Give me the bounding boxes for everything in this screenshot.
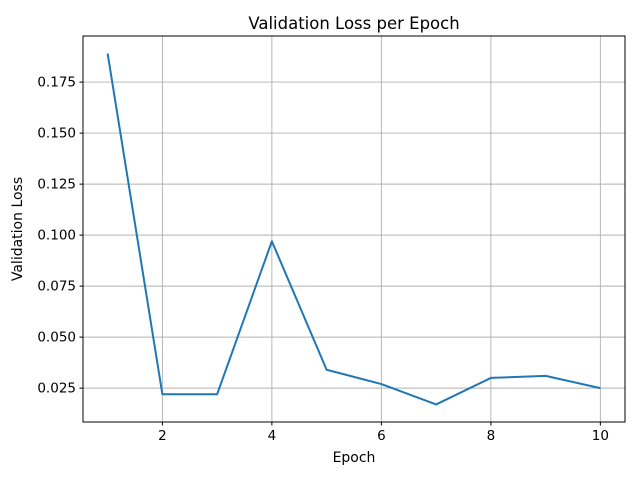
x-tick-label: 8: [487, 428, 496, 444]
y-tick-label: 0.175: [37, 75, 76, 91]
y-tick-label: 0.125: [37, 177, 76, 193]
y-tick-label: 0.050: [37, 330, 76, 346]
y-axis-label: Validation Loss: [10, 177, 26, 281]
grid-layer: [83, 36, 625, 422]
x-tick-label: 6: [377, 428, 386, 444]
x-tick-label: 4: [268, 428, 277, 444]
axes-spines: [82, 35, 626, 423]
x-axis-label: Epoch: [333, 450, 376, 466]
y-tick-label: 0.025: [37, 381, 76, 397]
y-tick-label: 0.075: [37, 279, 76, 295]
plot-background: [83, 36, 625, 422]
x-tick-label: 2: [158, 428, 167, 444]
chart-title: Validation Loss per Epoch: [248, 14, 459, 33]
x-tick-label: 10: [592, 428, 609, 444]
validation-loss-line: [106, 53, 601, 406]
tick-layer: 2 4 6 8 10 0.025 0.050 0.075 0.100 0.125 0.150 0.17…: [37, 75, 609, 444]
y-tick-label: 0.150: [37, 126, 76, 142]
y-tick-label: 0.100: [37, 228, 76, 244]
